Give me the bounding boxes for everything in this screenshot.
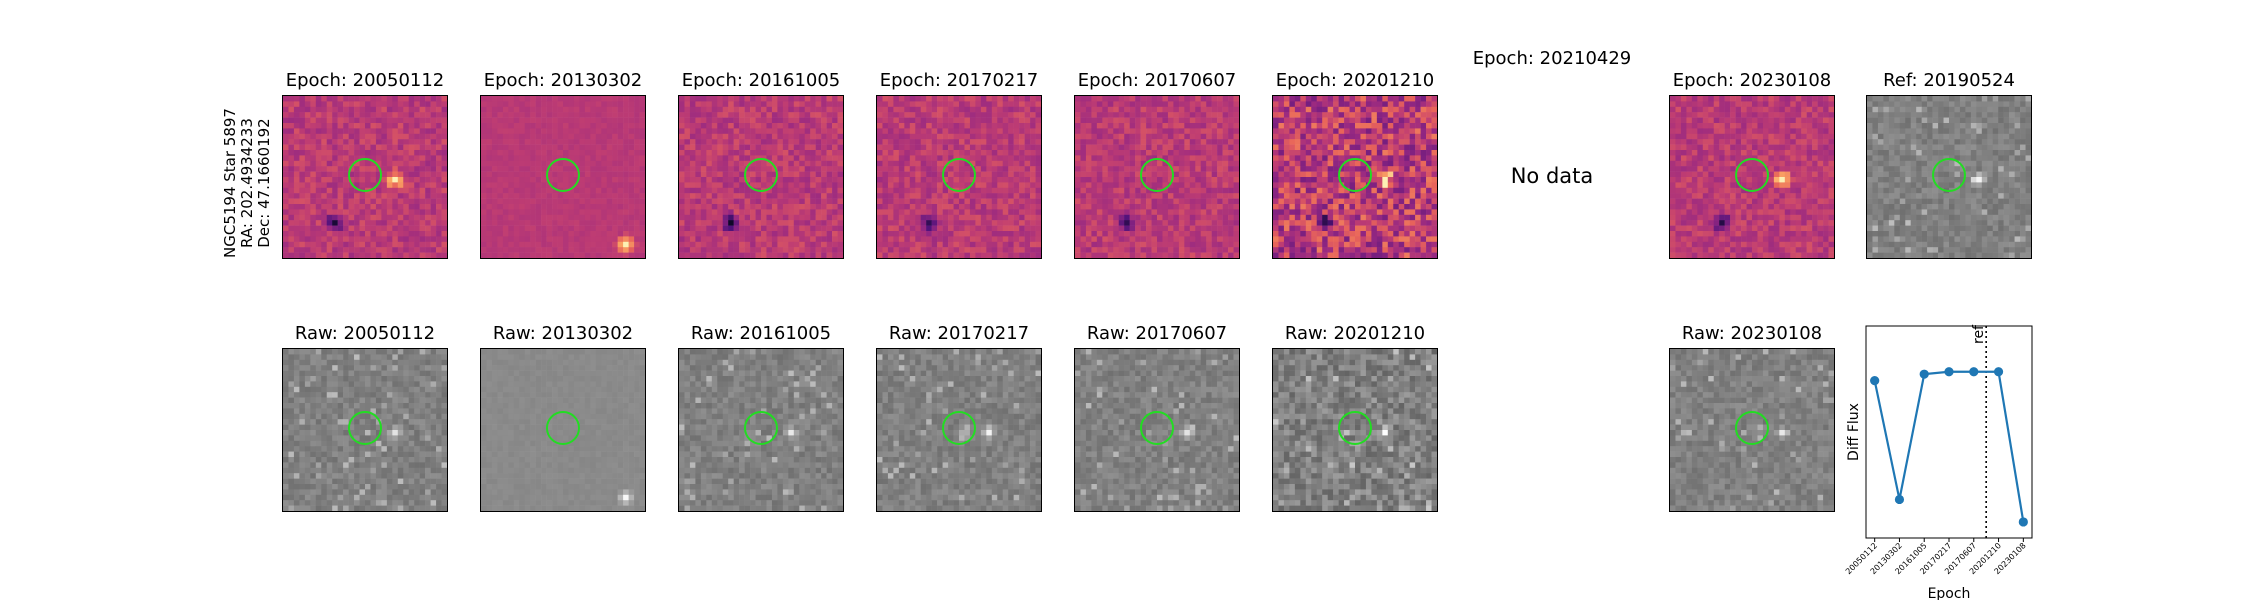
- target-circle: [1140, 158, 1174, 192]
- target-circle: [942, 158, 976, 192]
- target-circle: [348, 158, 382, 192]
- diff-image-4: [1074, 95, 1240, 259]
- target-circle: [546, 411, 580, 445]
- epoch-title-2: Epoch: 20161005: [681, 70, 841, 91]
- epoch-title-3: Epoch: 20170217: [879, 70, 1039, 91]
- target-circle: [1735, 158, 1769, 192]
- reference-title: Ref: 20190524: [1883, 70, 2015, 91]
- epoch-title-6: Epoch: 20210429: [1472, 48, 1632, 69]
- y-axis-label: Diff Flux: [1846, 403, 1862, 461]
- raw-title-1: Raw: 20130302: [492, 323, 634, 344]
- raw-title-0: Raw: 20050112: [294, 323, 436, 344]
- raw-image-0: [282, 348, 448, 512]
- data-point: [1919, 369, 1929, 379]
- target-circle: [942, 411, 976, 445]
- target-circle: [1932, 158, 1966, 192]
- reference-image: [1866, 95, 2032, 259]
- raw-title-7: Raw: 20230108: [1681, 323, 1823, 344]
- epoch-title-4: Epoch: 20170607: [1077, 70, 1237, 91]
- raw-image-7: [1669, 348, 1835, 512]
- target-circle: [1338, 411, 1372, 445]
- target-circle: [1140, 411, 1174, 445]
- target-circle: [1735, 411, 1769, 445]
- diff-image-2: [678, 95, 844, 259]
- reference-label: ref: [1971, 324, 1987, 344]
- data-point: [1993, 367, 2004, 377]
- raw-image-2: [678, 348, 844, 512]
- raw-title-4: Raw: 20170607: [1086, 323, 1228, 344]
- target-circle: [744, 411, 778, 445]
- plot-area: [1865, 325, 2033, 539]
- target-circle: [744, 158, 778, 192]
- epoch-title-7: Epoch: 20230108: [1672, 70, 1832, 91]
- epoch-title-1: Epoch: 20130302: [483, 70, 643, 91]
- data-point: [1870, 376, 1880, 386]
- raw-title-5: Raw: 20201210: [1284, 323, 1426, 344]
- raw-image-5: [1272, 348, 1438, 512]
- data-point: [1894, 494, 1905, 505]
- data-point: [1944, 367, 1954, 377]
- raw-title-3: Raw: 20170217: [888, 323, 1030, 344]
- x-axis-label: Epoch: [1928, 586, 1971, 600]
- no-data-text: No data: [1510, 164, 1594, 188]
- epoch-title-0: Epoch: 20050112: [285, 70, 445, 91]
- data-point: [2018, 517, 2028, 527]
- target-circle: [546, 158, 580, 192]
- target-circle: [348, 411, 382, 445]
- data-point: [1969, 367, 1979, 377]
- target-circle: [1338, 158, 1372, 192]
- raw-title-2: Raw: 20161005: [690, 323, 832, 344]
- epoch-title-5: Epoch: 20201210: [1275, 70, 1435, 91]
